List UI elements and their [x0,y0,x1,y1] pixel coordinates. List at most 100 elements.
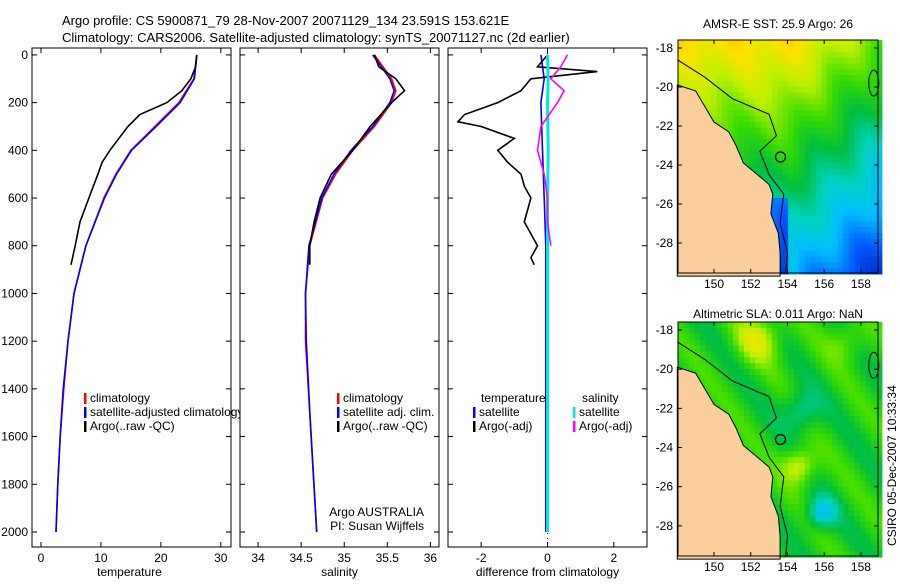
map-cell [826,374,833,382]
map-cell [766,104,773,111]
legend-label: climatology [343,391,403,405]
map-cell [771,162,778,170]
map-cell [848,433,855,441]
lon-tick-label: 158 [851,277,871,291]
map-cell [810,238,817,246]
map-cell [727,339,734,347]
map-cell [821,392,828,399]
map-cell [832,221,839,228]
map-cell [832,380,839,388]
map-cell [799,139,806,146]
map-cell [826,262,833,269]
map-cell [826,192,833,199]
map-cell [848,498,855,505]
map-cell [843,380,850,388]
map-cell [821,451,828,458]
map-cell [711,398,718,405]
map-cell [804,86,811,94]
map-cell [810,104,817,111]
map-cell [870,410,877,417]
map-cell [815,486,822,493]
map-cell [777,180,784,187]
map-cell [815,457,822,464]
map-cell [859,57,866,64]
map-cell [766,404,773,411]
map-cell [804,410,811,417]
map-cell [782,104,789,111]
lon-tick-label: 156 [814,560,834,574]
map-cell [804,133,811,140]
map-cell [777,333,784,341]
map-cell [815,504,822,511]
map-cell [689,57,696,64]
map-cell [826,416,833,423]
map-cell [854,416,861,423]
map-cell [799,510,806,517]
map-cell [722,404,729,411]
map-cell [832,333,839,341]
map-cell [870,427,877,435]
map-cell [826,515,833,523]
map-cell [711,75,718,82]
map-cell [782,345,789,352]
map-cell [678,57,685,64]
map-cell [782,203,789,211]
map-cell [788,551,795,558]
map-cell [854,374,861,382]
map-cell [700,339,707,347]
map-cell [793,92,800,99]
map-cell [848,451,855,458]
map-cell [854,380,861,388]
map-cell [826,57,833,64]
map-cell [749,416,756,423]
map-cell [766,333,773,341]
map-cell [815,197,822,205]
map-cell [832,457,839,464]
map-cell [799,374,806,382]
map-cell [771,180,778,187]
map-cell [848,363,855,370]
map-cell [782,445,789,452]
map-cell [815,268,822,275]
map-cell [771,63,778,70]
map-cell [722,63,729,70]
map-cell [876,322,883,329]
map-cell [793,333,800,341]
map-cell [837,203,844,211]
map-cell [837,369,844,376]
map-cell [837,504,844,511]
map-cell [832,139,839,146]
map-cell [804,250,811,257]
map-cell [854,551,861,558]
map-cell [804,533,811,540]
map-cell [733,333,740,341]
series-line-argo-raw-qc- [70,54,198,265]
map-cell [848,215,855,222]
map-cell [854,451,861,458]
map-cell [722,392,729,399]
map-cell [826,45,833,53]
map-cell [694,75,701,82]
map-cell [826,539,833,546]
map-cell [832,521,839,529]
map-cell [727,345,734,352]
map-cell [876,139,883,146]
map-cell [727,404,734,411]
map-cell [793,510,800,517]
map-cell [810,250,817,257]
map-cell [771,174,778,181]
map-cell [799,322,806,329]
map-cell [810,327,817,335]
map-cell [749,345,756,352]
map-cell [815,57,822,64]
map-cell [832,215,839,222]
map-cell [793,339,800,347]
map-cell [821,197,828,205]
map-cell [760,445,767,452]
map-cell [799,416,806,423]
map-cell [870,433,877,441]
map-cell [766,133,773,140]
map-cell [738,333,745,341]
map-cell [854,162,861,170]
